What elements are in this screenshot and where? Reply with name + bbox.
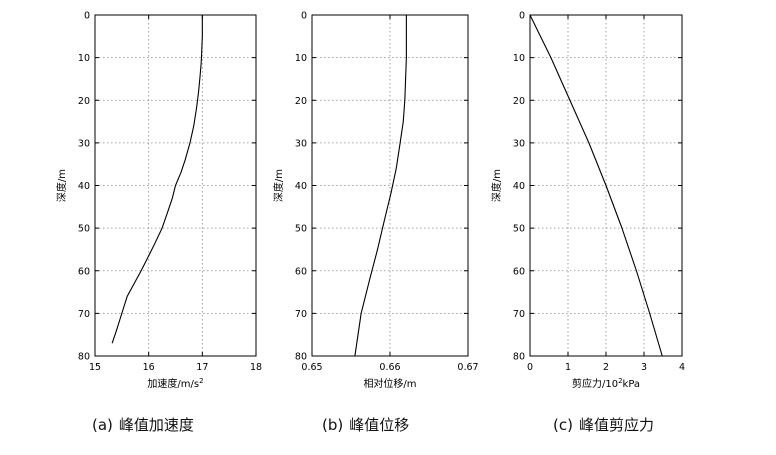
series-line <box>354 15 407 357</box>
x-axis-label: 剪应力/102kPa <box>572 377 640 390</box>
y-tick-label: 60 <box>295 266 307 277</box>
x-axis-label-superscript: 2 <box>618 377 622 385</box>
x-tick-label: 2 <box>603 362 609 373</box>
y-tick-label: 40 <box>295 181 307 192</box>
y-tick-label: 70 <box>78 309 90 320</box>
caption-c-letter: (c) <box>553 416 573 434</box>
x-tick-label: 0.65 <box>301 362 322 373</box>
y-axis-label: 深度/m <box>55 169 68 202</box>
y-tick-label: 60 <box>78 266 90 277</box>
y-tick-label: 80 <box>78 352 90 363</box>
x-tick-label: 0 <box>527 362 533 373</box>
y-tick-label: 50 <box>78 224 90 235</box>
y-tick-label: 70 <box>295 309 307 320</box>
y-tick-label: 30 <box>295 138 307 149</box>
y-tick-label: 0 <box>519 11 525 22</box>
caption-b: (b) 峰值位移 <box>322 414 409 435</box>
y-axis-label: 深度/m <box>272 169 285 202</box>
caption-a: (a) 峰值加速度 <box>92 414 194 435</box>
y-tick-label: 60 <box>513 266 525 277</box>
y-tick-label: 0 <box>301 11 307 22</box>
y-tick-label: 10 <box>513 53 525 64</box>
y-tick-label: 20 <box>78 96 90 107</box>
y-tick-label: 0 <box>84 11 90 22</box>
x-tick-label: 18 <box>250 362 262 373</box>
x-axis-label: 相对位移/m <box>363 377 416 390</box>
x-axis-label-text: 加速度/m/s <box>147 377 199 390</box>
x-tick-label: 0.67 <box>457 362 478 373</box>
x-tick-label: 0.66 <box>379 362 400 373</box>
x-axis-label: 加速度/m/s2 <box>147 377 203 390</box>
x-tick-label: 1 <box>565 362 571 373</box>
y-tick-label: 40 <box>78 181 90 192</box>
y-tick-label: 50 <box>513 224 525 235</box>
caption-b-text: 峰值位移 <box>349 416 410 434</box>
caption-c: (c) 峰值剪应力 <box>553 414 654 435</box>
y-tick-label: 50 <box>295 224 307 235</box>
x-tick-label: 15 <box>89 362 101 373</box>
x-axis-label-superscript: 2 <box>199 377 203 385</box>
x-tick-label: 3 <box>641 362 647 373</box>
series-line <box>111 15 203 344</box>
caption-c-text: 峰值剪应力 <box>578 416 654 434</box>
y-tick-label: 20 <box>513 96 525 107</box>
x-axis-label-text: 相对位移/m <box>363 377 416 390</box>
x-tick-label: 16 <box>143 362 155 373</box>
y-tick-label: 10 <box>295 53 307 64</box>
x-axis-label-text: 剪应力/10 <box>572 377 618 390</box>
y-tick-label: 10 <box>78 53 90 64</box>
y-tick-label: 40 <box>513 181 525 192</box>
caption-b-letter: (b) <box>322 416 344 434</box>
y-tick-label: 70 <box>513 309 525 320</box>
x-tick-label: 4 <box>679 362 685 373</box>
y-tick-label: 20 <box>295 96 307 107</box>
x-axis-label-unit: kPa <box>623 379 641 390</box>
y-tick-label: 80 <box>513 352 525 363</box>
y-tick-label: 30 <box>513 138 525 149</box>
x-tick-label: 17 <box>196 362 208 373</box>
caption-a-letter: (a) <box>92 416 113 434</box>
y-tick-label: 80 <box>295 352 307 363</box>
series-line <box>529 14 674 357</box>
y-tick-label: 30 <box>78 138 90 149</box>
caption-a-text: 峰值加速度 <box>118 416 194 434</box>
chart-displacement: 0 10 20 30 40 50 60 70 800.65 0.66 0.67 深度/m 相对位移/m <box>272 11 479 391</box>
y-axis-label: 深度/m <box>490 169 503 202</box>
